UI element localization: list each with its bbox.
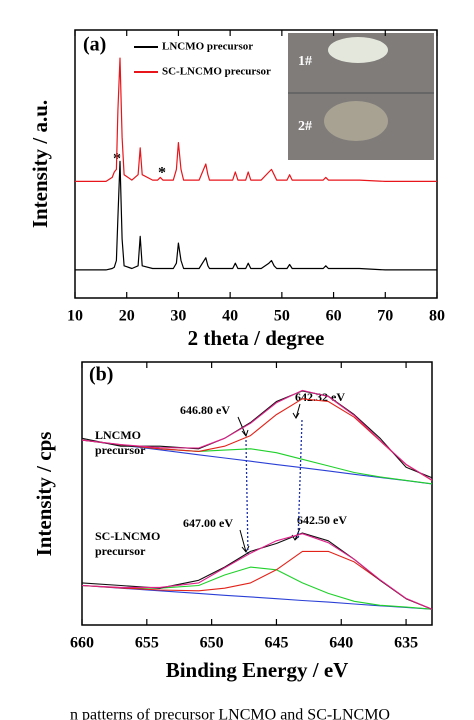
x-tick-label: 20 — [119, 308, 135, 325]
data-line — [75, 57, 437, 182]
x-tick-label: 645 — [264, 635, 288, 652]
x-tick-label: 30 — [170, 308, 186, 325]
x-tick-label: 40 — [222, 308, 238, 325]
x-tick-label: 60 — [326, 308, 342, 325]
data-line — [81, 439, 433, 485]
plot-frame — [81, 361, 433, 626]
data-line — [75, 160, 437, 271]
sample-label: precursor — [95, 544, 146, 558]
x-tick-label: 10 — [67, 308, 83, 325]
sample-label: LNCMO — [95, 428, 141, 442]
panel-label: (a) — [83, 34, 106, 56]
sample-label: SC-LNCMO — [95, 529, 160, 543]
x-tick-label: 70 — [377, 308, 393, 325]
x-tick-label: 650 — [200, 635, 224, 652]
x-tick-label: 640 — [329, 635, 353, 652]
peak-label: 642.32 eV — [295, 390, 345, 404]
x-tick-label: 635 — [394, 635, 418, 652]
inset-label: 2# — [298, 119, 312, 134]
x-axis-label: Binding Energy / eV — [166, 658, 349, 682]
powder-1 — [328, 37, 388, 63]
peak-label: 647.00 eV — [183, 516, 233, 530]
data-line — [81, 533, 433, 610]
legend-label: LNCMO precursor — [162, 41, 253, 53]
x-tick-label: 660 — [70, 635, 94, 652]
y-axis-label: Intensity / a.u. — [28, 100, 52, 228]
panel-label: (b) — [89, 364, 113, 386]
peak-label: 642.50 eV — [297, 513, 347, 527]
y-axis-label: Intensity / cps — [32, 432, 56, 557]
x-tick-label: 50 — [274, 308, 290, 325]
inset-label: 1# — [298, 54, 312, 69]
x-tick-label: 80 — [429, 308, 445, 325]
x-tick-label: 655 — [135, 635, 159, 652]
caption: n patterns of precursor LNCMO and SC-LNC… — [70, 707, 390, 720]
plot-frame — [74, 29, 438, 299]
x-axis-label: 2 theta / degree — [188, 326, 325, 350]
powder-2 — [324, 101, 388, 141]
peak-label: 646.80 eV — [180, 403, 230, 417]
legend-label: SC-LNCMO precursor — [162, 66, 271, 78]
data-line — [81, 390, 433, 479]
peak-guides — [245, 419, 303, 556]
annotation: * — [158, 165, 166, 182]
data-line — [81, 389, 433, 481]
